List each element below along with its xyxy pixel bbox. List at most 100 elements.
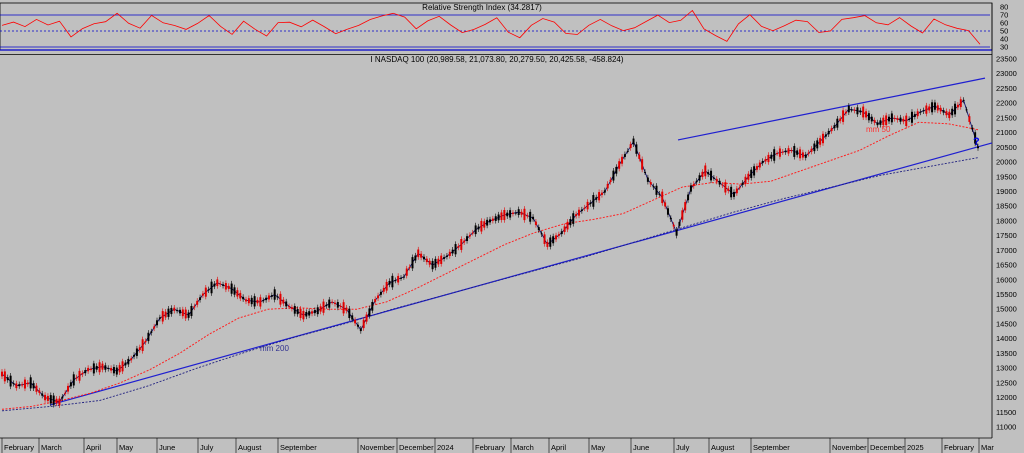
price-bar-body: [489, 219, 491, 223]
price-bar-body: [405, 268, 408, 276]
price-bar-body: [213, 283, 216, 287]
price-bar-body: [273, 289, 276, 300]
price-bar-body: [3, 371, 6, 382]
price-bar-body: [474, 225, 477, 235]
price-bar-body: [460, 238, 463, 250]
price-bar-body: [873, 120, 876, 123]
price-bar-body: [821, 133, 824, 144]
price-bar-body: [974, 132, 977, 144]
price-bar-body: [201, 293, 204, 296]
price-bar-body: [649, 182, 652, 185]
price-bar-body: [58, 398, 61, 406]
rsi-y-tick-label: 40: [1000, 35, 1008, 44]
question-mark-annotation: ?: [973, 136, 980, 148]
price-bar-body: [804, 154, 807, 158]
price-bar-body: [945, 111, 948, 116]
price-bar-body: [916, 111, 919, 117]
price-bar-body: [92, 363, 95, 374]
price-bar-body: [359, 328, 362, 332]
price-bar-body: [345, 307, 348, 311]
price-bar-body: [692, 183, 695, 187]
price-bar-body: [890, 113, 893, 123]
price-bar-body: [790, 150, 793, 152]
rsi-panel: Relative Strength Index (34.2817) 304050…: [0, 3, 1008, 52]
price-bar-body: [666, 208, 669, 215]
price-y-tick-label: 15000: [996, 305, 1017, 314]
price-bar-body: [572, 213, 575, 224]
price-bar-body: [494, 216, 497, 221]
price-bar-body: [316, 307, 319, 315]
price-bar-body: [250, 297, 253, 305]
price-bar-body: [210, 281, 213, 294]
price-bar-body: [262, 300, 265, 302]
price-bar-body: [936, 105, 939, 111]
price-bar-body: [672, 224, 675, 227]
price-bar-body: [23, 379, 26, 389]
price-bar-body: [227, 285, 230, 290]
price-bar-body: [133, 354, 136, 357]
price-bar-body: [52, 395, 55, 405]
price-bar-body: [158, 317, 161, 319]
price-bar-body: [784, 150, 787, 153]
price-bar-body: [468, 234, 471, 237]
price-bar-body: [862, 106, 865, 118]
price-bar-body: [121, 361, 124, 372]
price-bar-body: [443, 257, 446, 259]
price-bar-body: [224, 283, 227, 290]
price-bar-body: [379, 291, 382, 295]
price-bar-body: [299, 308, 302, 318]
price-bar-body: [836, 118, 839, 128]
price-bar-body: [824, 134, 827, 137]
price-bar-body: [400, 277, 403, 279]
price-bar-body: [681, 210, 684, 220]
price-bar-body: [78, 370, 81, 381]
price-bar-body: [457, 246, 460, 248]
x-axis-label: September: [753, 443, 790, 452]
price-bar-body: [382, 287, 385, 292]
price-bar-body: [721, 184, 724, 186]
price-bar-body: [259, 297, 262, 307]
price-bar-body: [466, 236, 469, 242]
price-bar-body: [434, 258, 437, 268]
lower-trendline: [49, 142, 993, 406]
price-bar-body: [977, 146, 979, 149]
price-y-tick-label: 23500: [996, 55, 1017, 64]
price-bar-body: [661, 191, 664, 204]
price-bar-body: [882, 117, 885, 126]
price-bar-body: [173, 307, 176, 311]
price-bar-body: [600, 192, 603, 195]
price-bar-body: [931, 102, 934, 113]
price-bar-body: [35, 385, 38, 392]
x-axis-label: July: [200, 443, 214, 452]
price-bar-body: [506, 212, 509, 217]
price-bar-body: [744, 176, 747, 184]
price-bar-body: [870, 116, 873, 122]
price-bar-body: [365, 314, 368, 322]
price-bar-body: [161, 311, 164, 322]
price-bar-body: [219, 283, 222, 285]
price-bar-body: [537, 227, 540, 231]
price-bar-body: [156, 320, 159, 326]
price-bar-body: [374, 298, 377, 302]
price-bar-body: [69, 382, 72, 387]
price-bar-body: [176, 310, 179, 312]
price-bar-body: [799, 149, 802, 159]
price-bar-body: [110, 368, 113, 371]
price-bar-body: [816, 140, 819, 149]
price-bar-body: [695, 180, 698, 183]
x-axis-label: February: [944, 443, 974, 452]
price-bar-body: [850, 109, 853, 111]
price-bar-body: [566, 221, 569, 230]
price-bar-body: [431, 260, 434, 270]
price-bar-body: [256, 299, 259, 304]
price-bar-body: [491, 218, 494, 221]
x-axis-label: February: [475, 443, 505, 452]
upper-trendline: [677, 77, 986, 141]
price-bar-body: [569, 219, 572, 226]
price-bar-body: [1, 371, 3, 377]
price-bar-body: [733, 191, 735, 197]
price-bar-body: [104, 365, 107, 370]
price-bar-body: [910, 111, 913, 123]
price-bar-body: [15, 383, 18, 389]
